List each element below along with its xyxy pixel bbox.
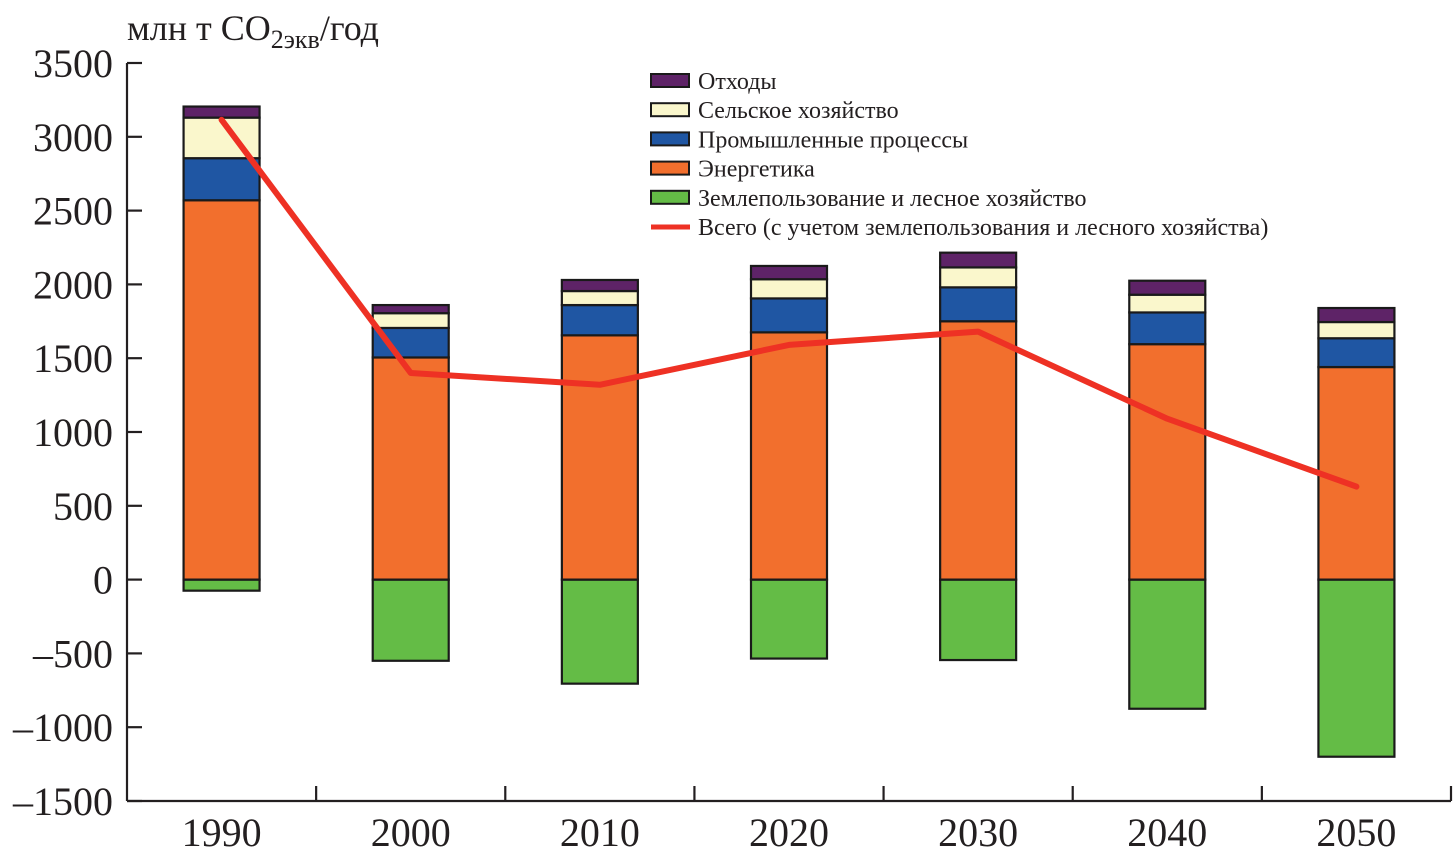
legend-item: Всего (с учетом землепользования и лесно… [651,215,1268,241]
y-tick-label: –500 [32,631,113,676]
bar-industry-2050 [1317,337,1396,369]
legend-label: Всего (с учетом землепользования и лесно… [698,215,1268,241]
legend-label: Землепользование и лесное хозяйство [698,186,1087,212]
x-tick-label: 2040 [1127,810,1207,855]
bar-land-2010 [560,578,639,685]
legend-swatch [650,189,690,205]
bar-energy-2050 [1317,365,1396,581]
bars-layer [182,105,1396,758]
bar-industry-2040 [1128,311,1207,346]
y-tick-label: 3500 [33,41,113,86]
bar-industry-2010 [560,303,639,337]
y-tick-label: 2000 [33,262,113,307]
bar-waste-2030 [939,251,1018,269]
legend-item: Землепользование и лесное хозяйство [650,186,1087,212]
y-tick-label: 1500 [33,336,113,381]
y-tick-label: –1500 [12,779,113,824]
bar-energy-2030 [939,320,1018,581]
bar-energy-1990 [182,199,261,581]
bar-agriculture-2010 [560,289,639,307]
x-tick-label: 2050 [1316,810,1396,855]
legend-swatch [650,131,690,147]
y-tick-label: –1000 [12,705,113,750]
y-tick-label: 3000 [33,115,113,160]
bar-agriculture-2000 [371,312,450,330]
bar-industry-1990 [182,157,261,202]
y-unit-sub: 2экв [271,25,320,54]
legend: Отходы Сельское хозяйство Промышленные про… [650,69,1268,241]
bar-energy-2020 [749,331,829,581]
legend-swatch [650,160,690,176]
legend-label: Сельское хозяйство [698,98,899,124]
bar-land-1990 [182,578,261,592]
legend-swatch [650,73,690,88]
bar-energy-2040 [1128,343,1207,581]
bar-waste-2010 [560,278,639,293]
bar-land-2040 [1128,578,1207,710]
bar-agriculture-2040 [1128,293,1207,314]
x-tick-label: 2010 [560,810,640,855]
bar-agriculture-2030 [939,266,1018,289]
bar-industry-2020 [749,297,829,334]
bar-energy-2010 [560,334,639,581]
bar-industry-2030 [939,286,1018,323]
x-tick-label: 1990 [182,810,262,855]
bar-agriculture-2050 [1317,320,1396,340]
bar-waste-2000 [371,303,450,315]
bar-land-2030 [939,578,1018,662]
y-unit-main: млн т CO [127,8,271,48]
x-tick-label: 2030 [938,810,1018,855]
bar-land-2050 [1317,578,1396,758]
bar-waste-2040 [1128,279,1207,296]
bar-waste-1990 [182,105,261,119]
total-line-layer [218,116,1360,490]
bar-energy-2000 [371,356,450,581]
y-tick-label: 500 [53,484,113,529]
legend-label: Отходы [698,69,777,95]
legend-swatch [650,102,690,118]
y-tick-label: 1000 [33,410,113,455]
y-tick-label: 0 [93,558,113,603]
bar-agriculture-2020 [749,278,829,300]
bar-land-2020 [749,578,829,660]
y-tick-label: 2500 [33,189,113,234]
legend-label: Промышленные процессы [698,127,968,153]
legend-item: Сельское хозяйство [650,98,899,124]
legend-item: Энергетика [650,157,815,183]
legend-item: Промышленные процессы [650,127,968,153]
x-tick-label: 2000 [371,810,451,855]
axes-layer: 3500 3000 2500 2000 1500 1000 500 0 –500 –1000 –15… [12,41,1453,855]
y-unit-tail: /год [320,8,379,48]
legend-label: Энергетика [698,157,815,183]
y-axis-unit-label: млн т CO2экв/год [127,8,379,54]
bar-land-2000 [371,578,450,662]
x-tick-label: 2020 [749,810,829,855]
bar-waste-2020 [749,264,829,281]
legend-item: Отходы [650,69,777,95]
bar-waste-2050 [1317,306,1396,324]
